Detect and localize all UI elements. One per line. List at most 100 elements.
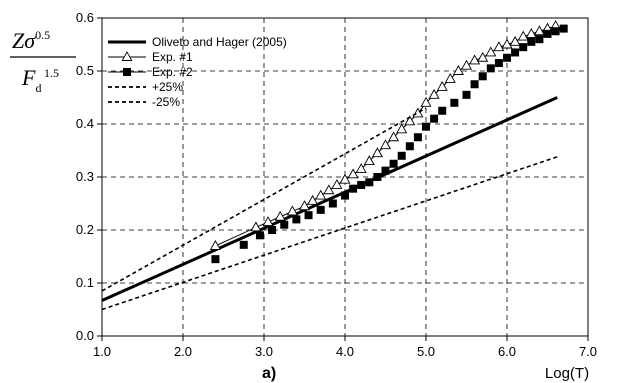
exp1-point	[509, 35, 521, 46]
y-tick-label: 0.4	[76, 116, 94, 131]
exp1-point	[315, 189, 327, 200]
exp2-point	[389, 159, 398, 168]
exp1-point	[388, 131, 400, 142]
x-tick-label: 2.0	[174, 344, 192, 359]
exp2-point	[503, 53, 511, 62]
x-tick-label: 5.0	[417, 344, 435, 359]
exp1-point	[404, 115, 416, 126]
exp1-point	[355, 163, 367, 174]
legend-label: Oliveto and Hager (2005)	[152, 35, 287, 49]
exp1-point	[379, 139, 392, 150]
exp1-point	[262, 216, 274, 227]
exp2-point	[511, 48, 520, 57]
exp2-point	[438, 106, 447, 115]
x-tick-label: 6.0	[498, 344, 516, 359]
y-label-denominator-exp: 1.5	[44, 66, 59, 80]
exp2-point	[292, 215, 301, 224]
exp2-point	[422, 122, 430, 131]
exp2-point	[551, 27, 560, 36]
exp2-point	[470, 80, 479, 89]
exp1-point	[533, 25, 545, 36]
exp1-point	[420, 96, 432, 107]
exp2-point	[239, 240, 248, 249]
y-axis-label: Zσ0.5 Fd 1.5	[10, 28, 76, 95]
exp1-point	[469, 54, 481, 65]
exp1-point	[363, 155, 375, 166]
exp1-point	[396, 123, 408, 134]
x-axis-label: Log(T)	[545, 365, 589, 382]
series-line-minus25	[101, 156, 558, 311]
exp2-point	[304, 211, 313, 220]
exp2-point	[341, 191, 349, 200]
exp2-point	[373, 173, 382, 181]
exp2-point	[397, 151, 406, 160]
exp1-point	[444, 73, 456, 83]
grid	[102, 18, 588, 336]
exp2-point	[316, 205, 325, 214]
exp2-point	[328, 199, 337, 208]
series-line-plus25	[101, 107, 427, 292]
legend-label: +25%	[152, 80, 183, 94]
svg-text:Fd: Fd	[21, 65, 41, 95]
exp2-point	[535, 35, 544, 44]
y-tick-label: 0.5	[76, 63, 94, 78]
exp2-point	[349, 184, 358, 193]
exp2-point	[478, 72, 487, 81]
y-tick-label: 0.1	[76, 275, 94, 290]
exp2-point	[450, 98, 459, 107]
y-tick-label: 0.0	[76, 328, 94, 343]
exp2-point	[255, 231, 264, 240]
x-tick-label: 4.0	[336, 344, 354, 359]
exp1-point	[274, 210, 286, 221]
exp1-point	[525, 27, 537, 38]
y-label-denominator: F	[21, 65, 36, 90]
exp2-point	[527, 37, 536, 46]
series-line-oliveto-hager	[101, 96, 558, 302]
y-tick-label: 0.3	[76, 169, 94, 184]
exp2-point	[381, 166, 390, 175]
exp1-point	[298, 200, 311, 211]
exp2-point	[365, 178, 374, 187]
series-layer	[101, 20, 568, 311]
exp1-point	[371, 147, 383, 158]
legend-swatch-exp1-marker	[121, 51, 133, 61]
exp2-point	[405, 142, 414, 151]
y-tick-label: 0.2	[76, 222, 94, 237]
exp2-point	[413, 133, 422, 142]
exp2-point	[519, 43, 528, 52]
x-tick-label: 3.0	[255, 344, 273, 359]
exp1-point	[209, 239, 221, 250]
x-tick-label: 7.0	[579, 344, 597, 359]
legend-label: -25%	[152, 95, 180, 109]
exp1-point	[339, 173, 351, 184]
legend-label: Exp. #2	[152, 65, 193, 79]
ticks: 1.0 2.0 3.0 4.0 5.0 6.0 7.0 0.0 0.1 0.2 0.3 0.4 0.5 0…	[76, 10, 597, 359]
exp2-point	[211, 255, 220, 264]
y-label-numerator-exp: 0.5	[35, 28, 50, 42]
legend-swatch-exp2-marker	[123, 68, 131, 76]
svg-text:Zσ0.5: Zσ0.5	[12, 28, 50, 53]
exp2-point	[268, 226, 277, 234]
exp1-point	[428, 88, 440, 99]
exp1-point	[331, 179, 343, 189]
exp1-point	[436, 80, 448, 91]
exp1-point	[477, 51, 489, 62]
exp1-point	[517, 30, 529, 41]
exp1-point	[286, 205, 298, 216]
x-tick-label: 1.0	[93, 344, 111, 359]
exp1-point	[501, 38, 513, 49]
exp2-point	[543, 29, 552, 38]
exp1-point	[460, 59, 473, 70]
exp2-point	[559, 24, 568, 33]
exp1-point	[485, 46, 497, 57]
legend-label: Exp. #1	[152, 50, 193, 64]
panel-label: a)	[262, 365, 276, 382]
exp2-point	[280, 220, 289, 229]
exp2-point	[430, 114, 439, 123]
y-label-numerator: Zσ	[12, 28, 36, 53]
exp2-point	[486, 64, 495, 73]
exp2-point	[357, 180, 366, 189]
